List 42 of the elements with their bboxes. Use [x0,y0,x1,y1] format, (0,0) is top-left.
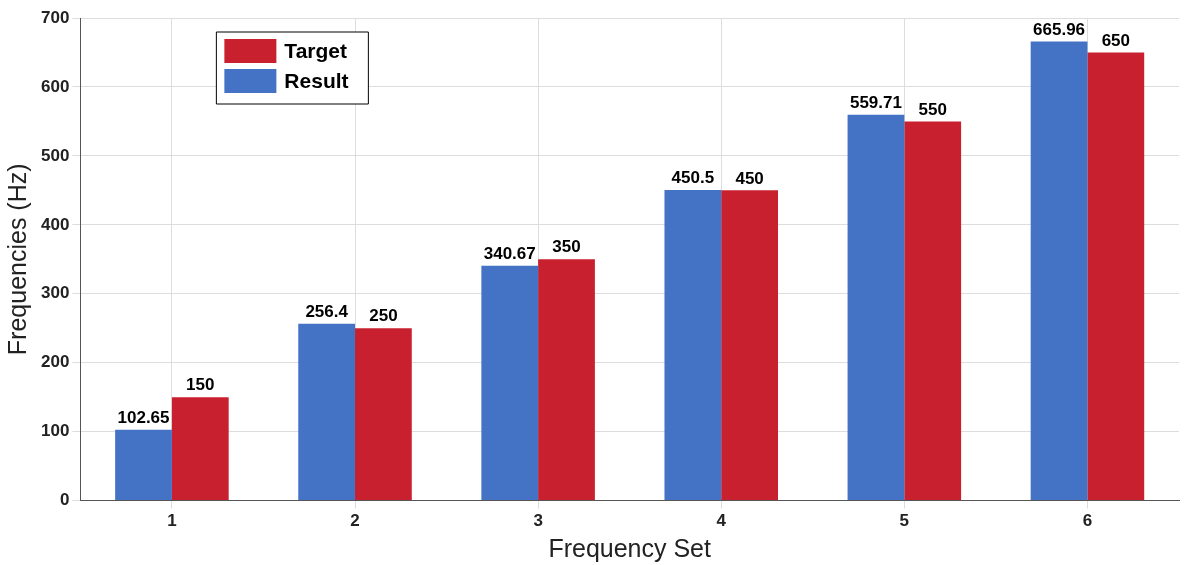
x-tick-label: 1 [167,511,177,531]
y-tick-label: 200 [40,352,70,372]
y-tick-label: 300 [40,283,70,303]
data-label: 650 [1101,30,1131,50]
data-label: 340.67 [483,243,536,263]
bar [355,328,412,501]
x-tick-label: 2 [350,511,360,531]
bar [481,265,539,501]
data-label: 665.96 [1033,19,1086,39]
y-tick-label: 100 [40,421,70,441]
data-label: 150 [186,375,215,395]
x-tick-label: 5 [899,511,910,531]
bar [847,114,905,501]
y-tick-label: 400 [40,214,70,234]
bar [1030,41,1088,501]
y-tick-label: 500 [40,145,70,165]
bar [904,121,962,501]
y-tick-label: 0 [59,490,70,510]
data-label: 256.4 [305,302,349,322]
y-tick-label: 600 [40,76,70,96]
data-label: 450.5 [671,168,715,188]
bar [1087,52,1145,501]
data-label: 350 [552,237,581,257]
y-tick-label: 700 [40,7,70,27]
data-label: 550 [918,99,947,119]
bar [298,323,356,501]
bar [538,259,595,501]
y-axis-title: Frequencies (Hz) [2,163,31,356]
bar [721,190,778,501]
data-label: 250 [369,306,398,326]
legend-label: Result [284,68,349,92]
bar [664,190,722,501]
bar [115,429,172,501]
bar [171,397,229,501]
x-tick-label: 4 [716,511,727,531]
x-tick-label: 3 [533,511,543,531]
x-axis-title: Frequency Set [548,533,712,562]
data-label: 450 [735,168,764,188]
data-label: 102.65 [117,408,170,428]
data-label: 559.71 [849,92,902,112]
legend-label: Target [284,38,347,62]
x-tick-label: 6 [1082,511,1093,531]
